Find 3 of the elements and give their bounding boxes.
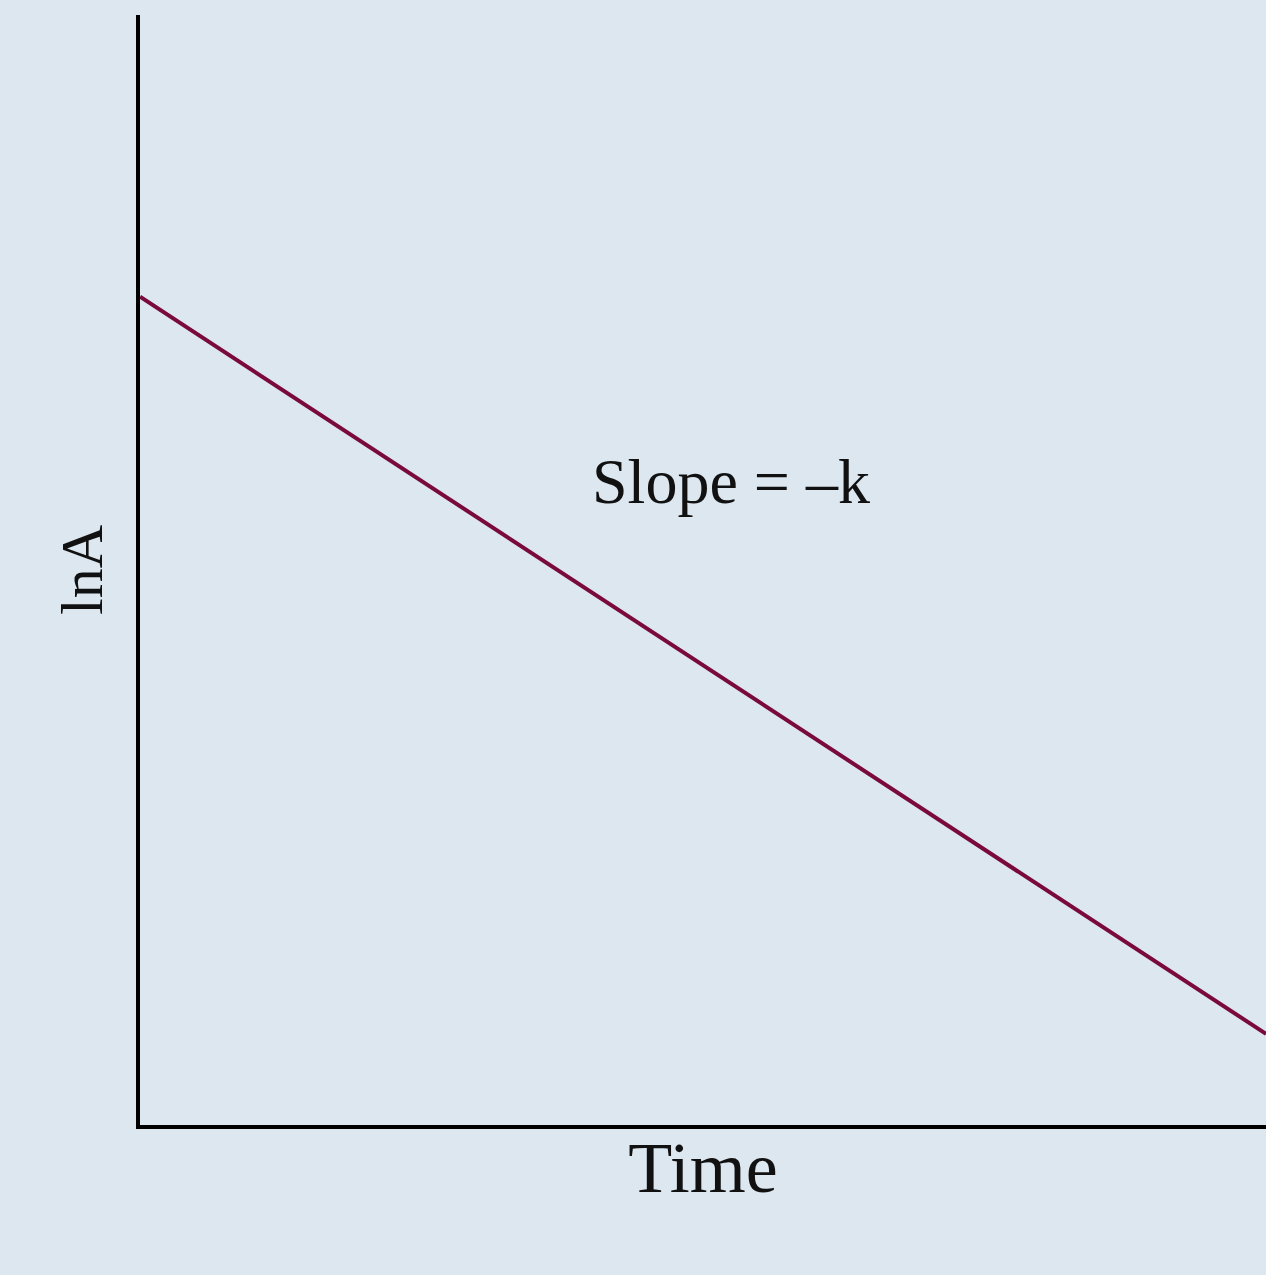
annotation: Slope = –k (592, 446, 870, 517)
y-axis-title: lnA (49, 525, 115, 615)
x-axis-title: Time (628, 1128, 778, 1209)
